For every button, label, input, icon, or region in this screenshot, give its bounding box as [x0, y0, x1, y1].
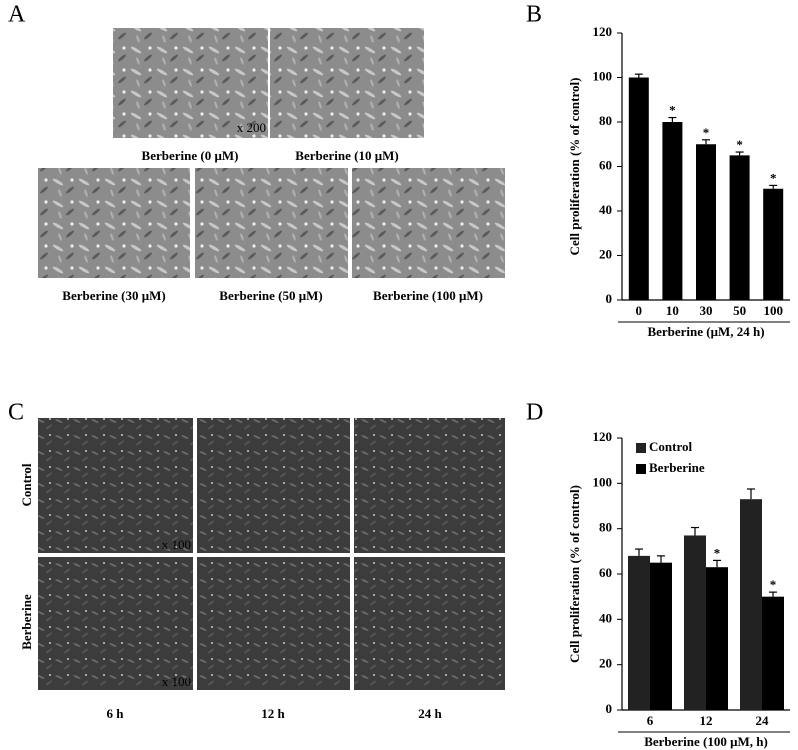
y-tick-label: 120: [593, 24, 613, 39]
bar: [729, 155, 750, 300]
x-tick-label: 100: [763, 303, 783, 318]
bar: [696, 144, 716, 300]
y-tick-label: 60: [599, 565, 612, 580]
y-tick-label: 20: [599, 656, 612, 671]
magnification: x 100: [162, 674, 191, 689]
y-tick-label: 40: [599, 610, 612, 625]
micrograph-group: [38, 28, 505, 278]
y-tick-label: 0: [606, 291, 613, 306]
significance-marker: *: [770, 577, 777, 592]
legend-swatch: [636, 464, 646, 474]
y-tick-label: 20: [599, 246, 612, 261]
row-label: Berberine: [19, 594, 34, 650]
caption: Berberine (0 μM): [142, 148, 239, 163]
micrograph: [354, 557, 505, 690]
micrograph: [113, 28, 268, 138]
x-tick-label: 0: [636, 303, 643, 318]
y-tick-label: 120: [593, 429, 613, 444]
x-tick-label: 50: [733, 303, 746, 318]
y-tick-label: 80: [599, 113, 612, 128]
bar: [762, 596, 784, 710]
micrograph: [38, 168, 190, 278]
row-label: Control: [19, 463, 34, 506]
significance-marker: *: [703, 125, 710, 140]
micrograph: [197, 418, 350, 553]
y-tick-label: 80: [599, 520, 612, 535]
legend-swatch: [636, 443, 646, 453]
significance-marker: *: [714, 545, 721, 560]
x-tick-label: 12: [700, 713, 713, 728]
y-tick-label: 60: [599, 157, 612, 172]
y-tick-label: 100: [593, 68, 613, 83]
micrograph: [354, 418, 505, 553]
micrograph: [270, 28, 424, 138]
legend-label: Control: [649, 439, 692, 454]
significance-marker: *: [770, 170, 777, 185]
x-tick-label: 30: [700, 303, 713, 318]
bar: [684, 535, 706, 710]
micrograph: [197, 557, 350, 690]
bar: [763, 188, 784, 300]
micrograph: [195, 168, 348, 278]
micrograph: [38, 418, 193, 553]
micrograph: [38, 557, 193, 690]
caption: Berberine (50 μM): [219, 288, 322, 303]
y-axis-label: Cell proliferation (% of control): [567, 78, 582, 256]
bar: [650, 562, 672, 710]
x-axis-label: Berberine (μM, 24 h): [647, 324, 764, 339]
bar: [628, 77, 649, 300]
x-tick-label: 24: [756, 713, 770, 728]
y-tick-label: 100: [593, 474, 613, 489]
panel-letter: A: [8, 2, 26, 28]
bar: [662, 122, 683, 300]
legend-label: Berberine: [649, 460, 705, 475]
y-tick-label: 40: [599, 202, 612, 217]
micrograph-group: [38, 418, 505, 690]
panel-letter: B: [526, 2, 542, 28]
bar: [706, 567, 728, 710]
x-tick-label: 6: [647, 713, 654, 728]
bar: [628, 555, 650, 710]
magnification: x 100: [162, 537, 191, 552]
significance-marker: *: [736, 137, 743, 152]
panel-letter: C: [8, 400, 24, 426]
panel-letter: D: [526, 400, 543, 426]
magnification: x 200: [237, 120, 266, 135]
x-tick-label: 10: [666, 303, 679, 318]
x-axis-label: Berberine (100 μM, h): [644, 734, 768, 749]
bar: [740, 499, 762, 710]
column-label: 24 h: [418, 706, 442, 721]
y-axis-label: Cell proliferation (% of control): [567, 485, 582, 663]
caption: Berberine (10 μM): [295, 148, 398, 163]
caption: Berberine (100 μM): [373, 288, 483, 303]
significance-marker: *: [669, 103, 676, 118]
column-label: 12 h: [261, 706, 285, 721]
micrograph: [352, 168, 505, 278]
caption: Berberine (30 μM): [62, 288, 165, 303]
column-label: 6 h: [107, 706, 125, 721]
y-tick-label: 0: [606, 701, 613, 716]
